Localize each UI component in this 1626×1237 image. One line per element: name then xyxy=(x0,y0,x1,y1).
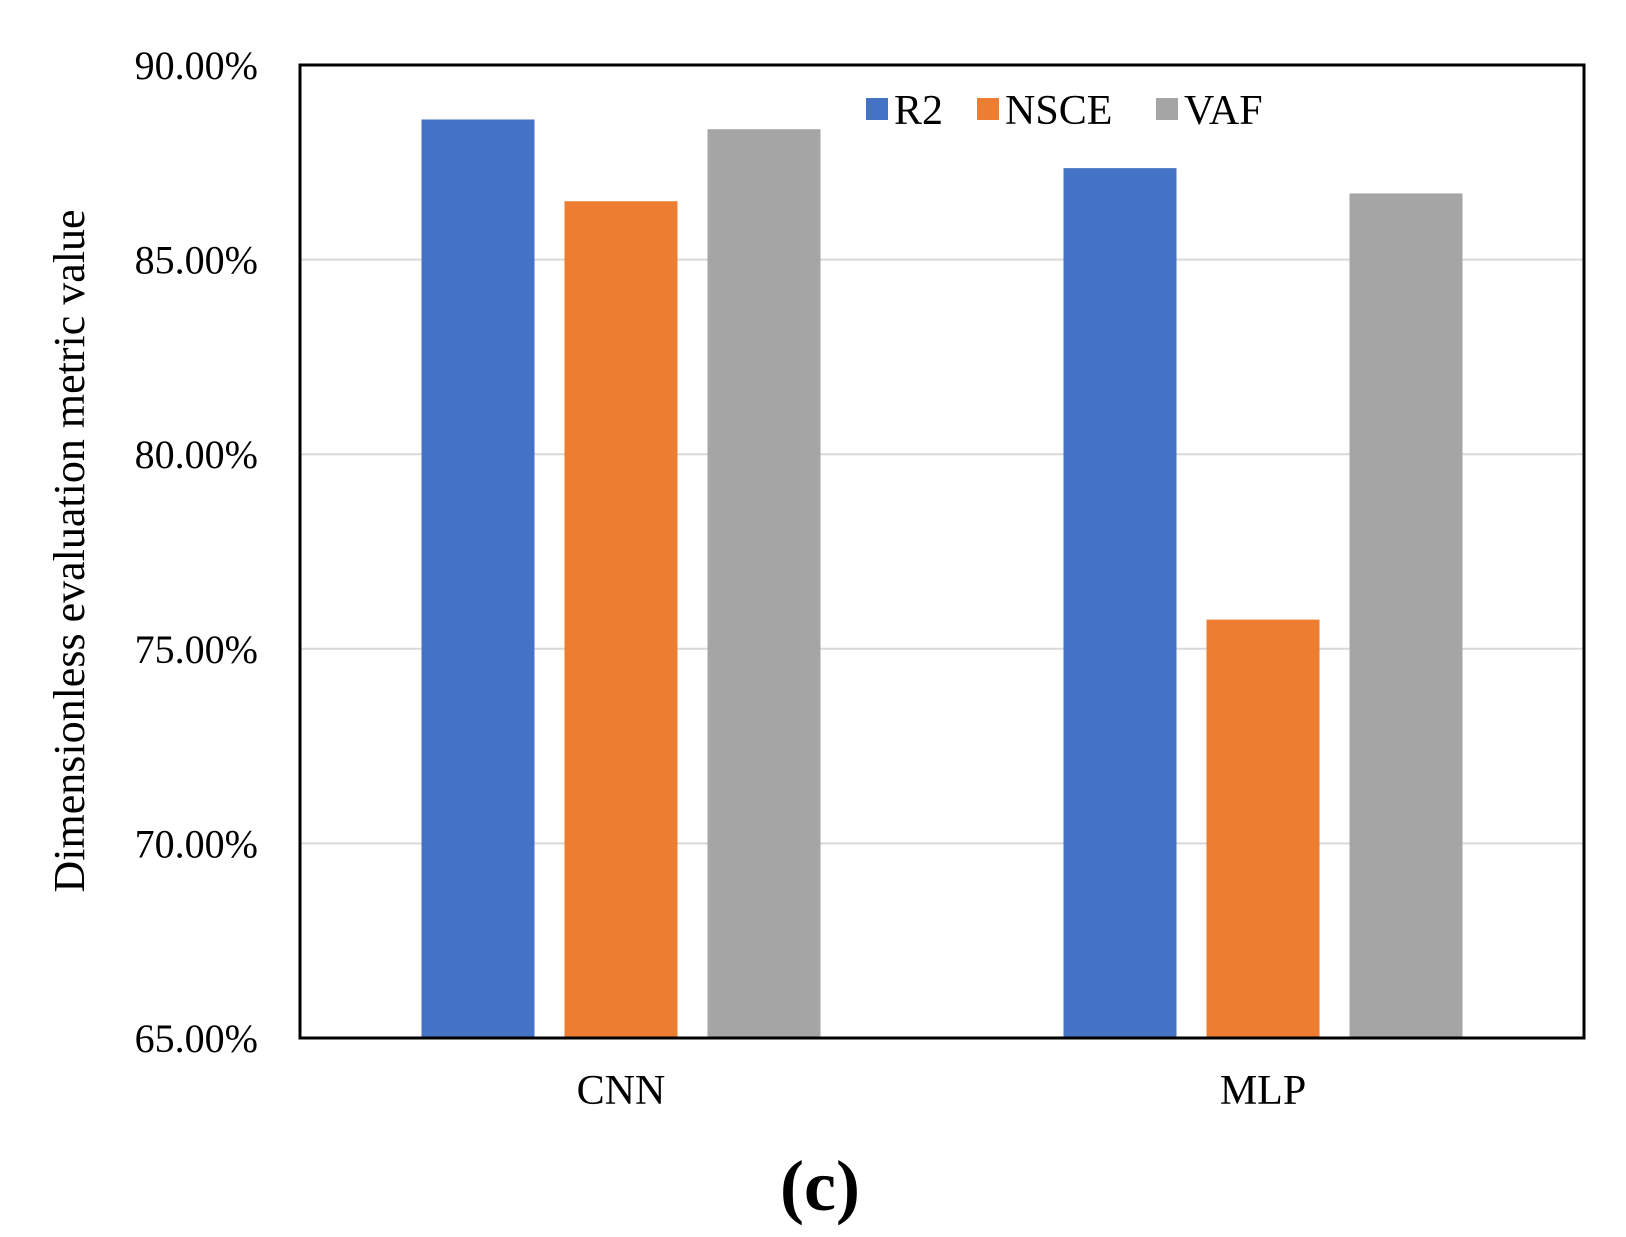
bar-cnn-vaf xyxy=(707,129,821,1038)
plot-frame xyxy=(298,63,1586,1040)
y-axis-ticks: 65.00% 70.00% 75.00% 80.00% 85.00% 90.00% xyxy=(135,43,258,1061)
legend-label-nsce: NSCE xyxy=(1005,88,1112,134)
legend-swatch-nsce xyxy=(977,98,999,120)
bars xyxy=(421,119,1463,1039)
y-tick-label: 80.00% xyxy=(135,432,258,477)
bar-cnn-nsce xyxy=(564,201,678,1039)
bar-mlp-r2 xyxy=(1063,168,1177,1038)
y-tick-label: 65.00% xyxy=(135,1016,258,1061)
y-tick-label: 70.00% xyxy=(135,821,258,866)
x-category-label: CNN xyxy=(577,1068,666,1114)
bar-mlp-nsce xyxy=(1206,619,1320,1038)
legend-label-r2: R2 xyxy=(894,88,943,134)
x-axis-categories: CNN MLP xyxy=(577,1068,1307,1114)
y-tick-label: 90.00% xyxy=(135,43,258,88)
legend-swatch-r2 xyxy=(866,98,888,120)
bar-cnn-r2 xyxy=(421,119,535,1039)
legend: R2 NSCE VAF xyxy=(866,88,1263,134)
y-axis-title: Dimensionless evaluation metric value xyxy=(45,209,94,892)
x-category-label: MLP xyxy=(1220,1068,1306,1114)
bar-mlp-vaf xyxy=(1349,193,1463,1038)
panel-label: (c) xyxy=(780,1146,860,1226)
y-tick-label: 85.00% xyxy=(135,238,258,283)
legend-label-vaf: VAF xyxy=(1184,88,1263,134)
legend-swatch-vaf xyxy=(1156,98,1178,120)
y-tick-label: 75.00% xyxy=(135,627,258,672)
